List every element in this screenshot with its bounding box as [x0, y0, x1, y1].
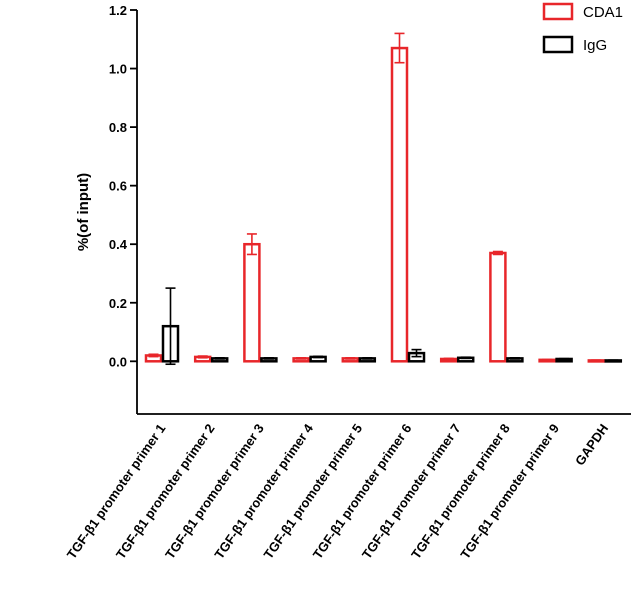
bars: [144, 32, 623, 366]
legend-swatch-igg: [542, 35, 574, 54]
category-label: TGF-β1 promoter primer 9: [457, 421, 562, 562]
y-tick-label: 0.4: [109, 237, 128, 252]
legend-label-cda1: CDA1: [583, 4, 623, 21]
y-tick-label: 1.0: [109, 62, 127, 77]
category-label: TGF-β1 promoter primer 4: [211, 420, 316, 561]
bar-cda1: [489, 251, 507, 363]
legend-label-igg: IgG: [583, 37, 607, 54]
y-tick-label: 0.8: [109, 120, 127, 135]
y-tick-label: 0.0: [109, 354, 127, 369]
bar-cda1: [243, 242, 261, 363]
category-label: TGF-β1 promoter primer 5: [261, 421, 366, 562]
legend-swatch-cda1: [542, 2, 574, 21]
category-label: TGF-β1 promoter primer 3: [162, 421, 267, 562]
category-label: TGF-β1 promoter primer 6: [310, 421, 415, 562]
bar-cda1: [390, 46, 409, 363]
y-tick-label: 0.6: [109, 179, 127, 194]
legend: CDA1 IgG: [542, 2, 623, 54]
category-label: TGF-β1 promoter primer 2: [113, 421, 218, 562]
y-tick-label: 1.2: [109, 3, 127, 18]
axes: 0.0 0.2 0.4 0.6 0.8 1.0 1.2: [109, 3, 631, 415]
y-axis-label: %(of input): [75, 173, 92, 251]
category-label: TGF-β1 promoter primer 8: [408, 421, 513, 562]
category-label: TGF-β1 promoter primer 7: [359, 421, 464, 562]
category-label: TGF-β1 promoter primer 1: [64, 421, 169, 562]
category-label: GAPDH: [572, 421, 611, 468]
y-tick-label: 0.2: [109, 296, 127, 311]
